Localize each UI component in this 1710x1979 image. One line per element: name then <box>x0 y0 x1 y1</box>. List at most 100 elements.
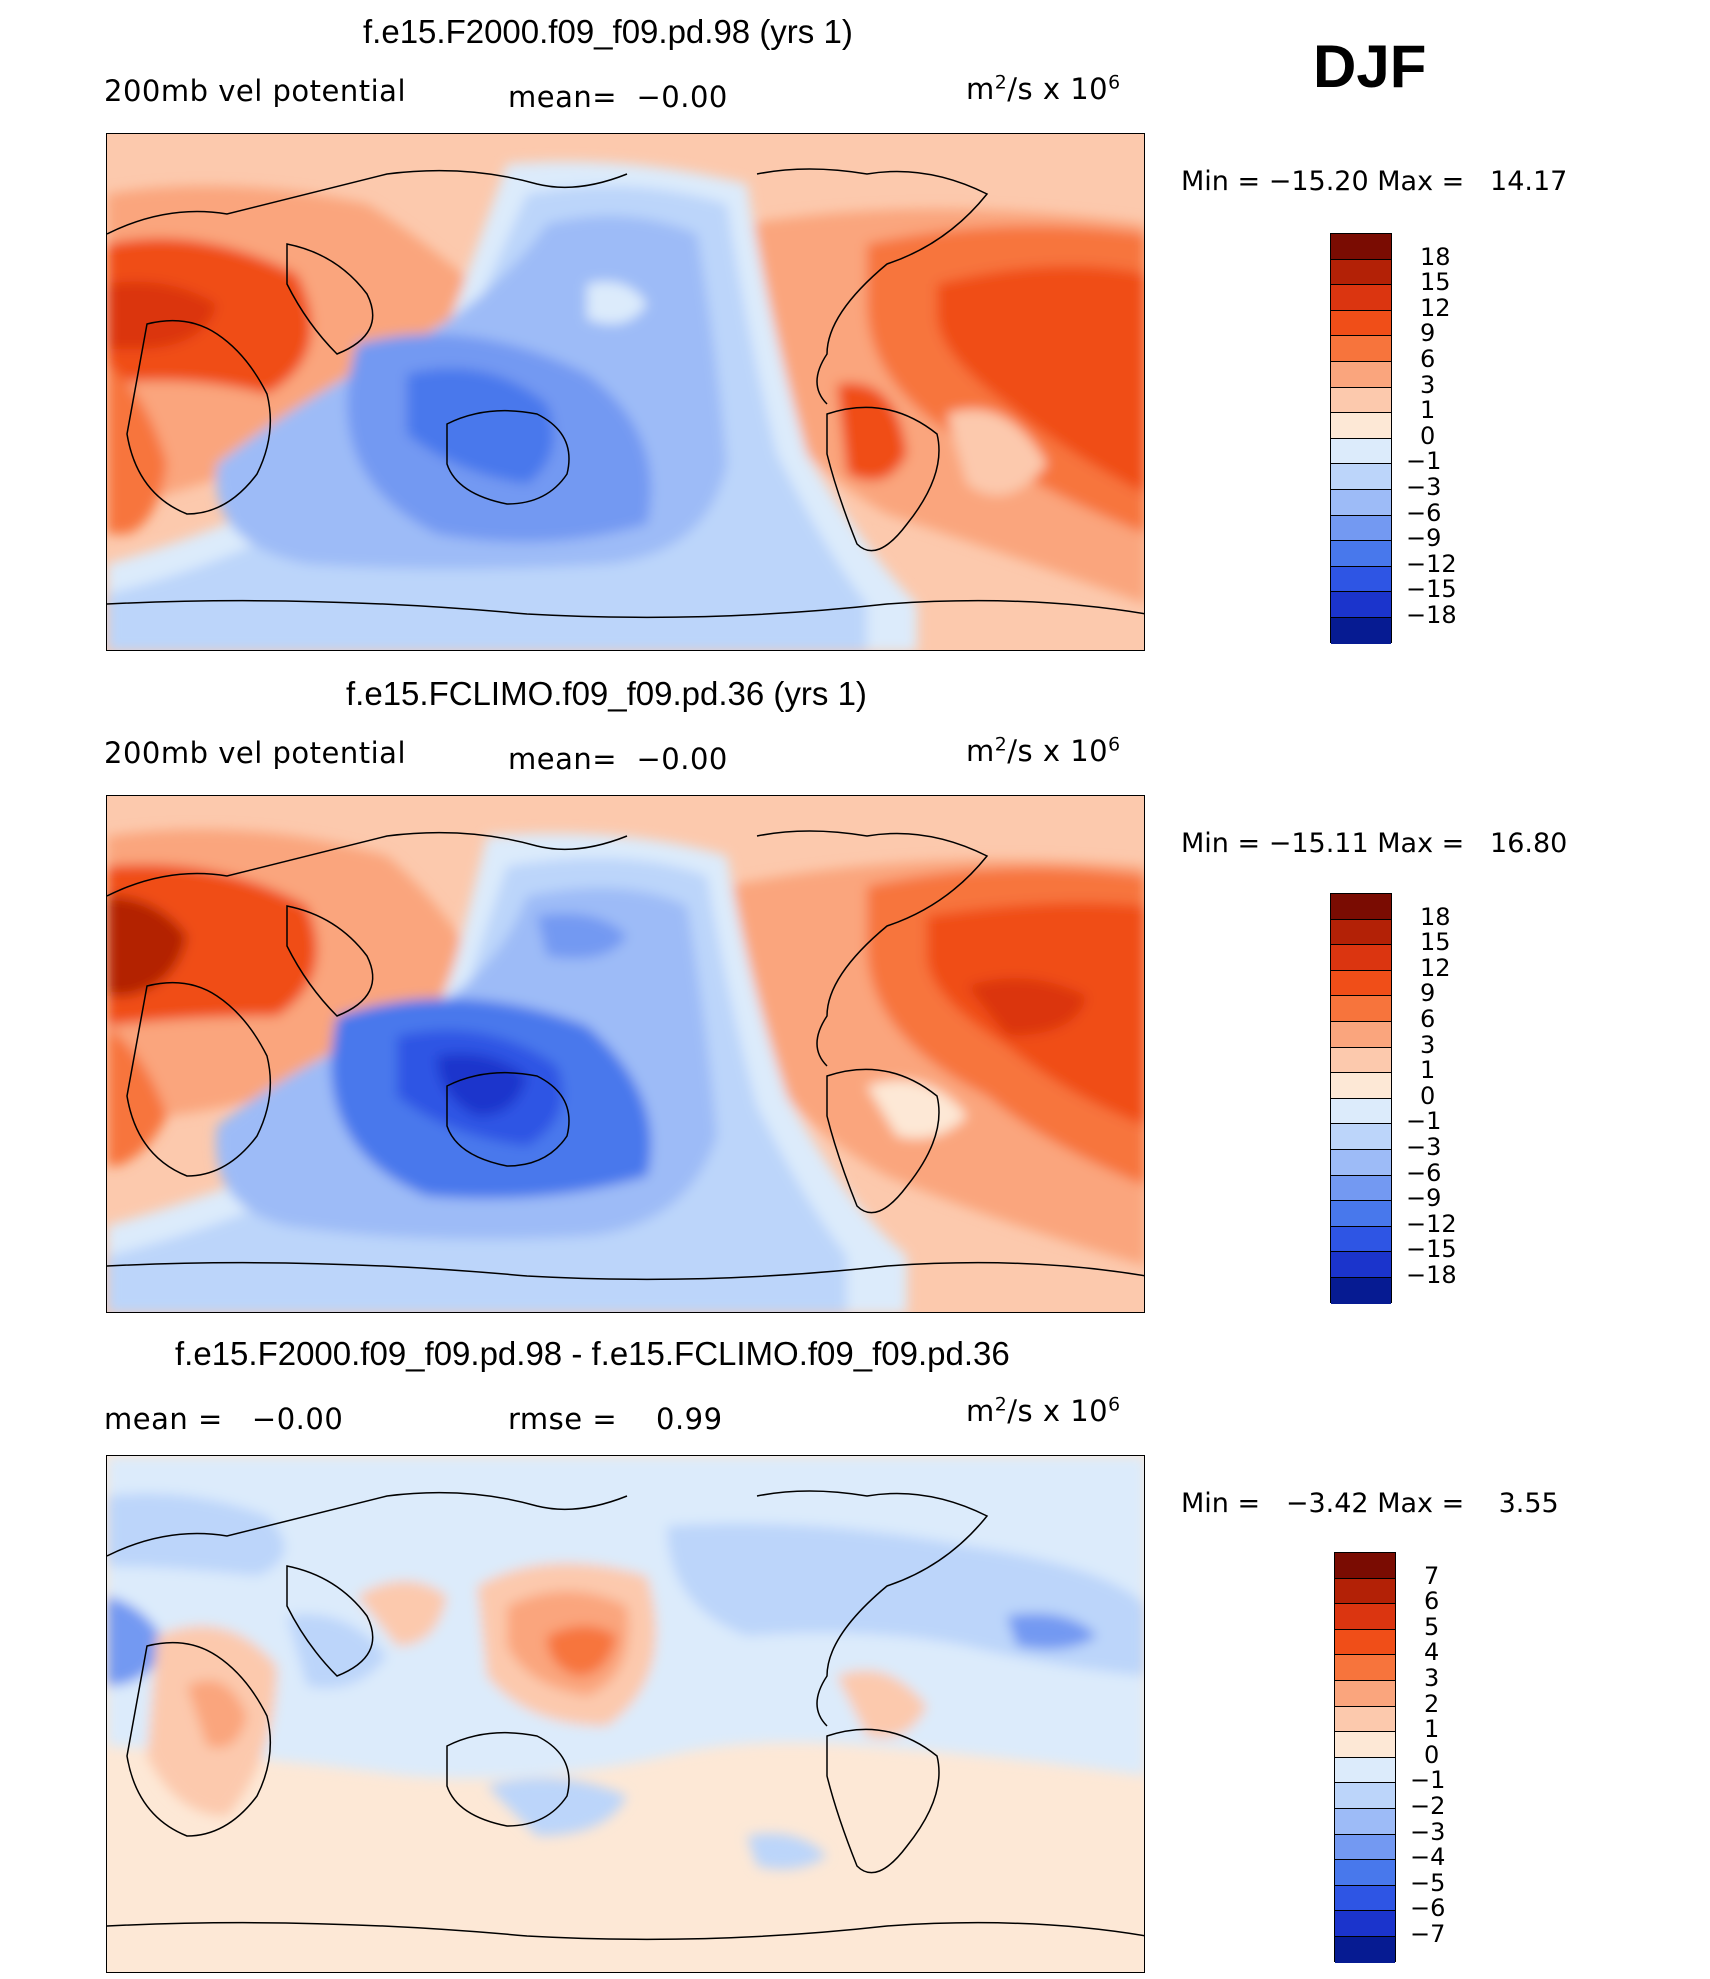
panel-2-map <box>106 795 1145 1313</box>
colorbar-tick-label: 6 <box>1420 345 1435 373</box>
colorbar-swatch <box>1331 1048 1391 1074</box>
max-label: Max = <box>1377 828 1464 859</box>
colorbar-tick-label: 2 <box>1424 1690 1439 1718</box>
colorbar-tick-label: −6 <box>1410 1894 1445 1922</box>
colorbar-tick-label: −7 <box>1410 1920 1445 1948</box>
colorbar-swatch <box>1331 1227 1391 1253</box>
units-mid: /s x 10 <box>1007 734 1108 768</box>
panel-1-mean: mean= −0.00 <box>508 80 728 114</box>
panel-3-minmax: Min = −3.42 Max = 3.55 <box>1181 1488 1559 1519</box>
min-value: −3.42 <box>1286 1488 1369 1519</box>
colorbar-tick-label: −1 <box>1406 1107 1441 1135</box>
max-value: 3.55 <box>1499 1488 1559 1519</box>
colorbar-tick-label: −12 <box>1406 550 1457 578</box>
panel-2-mean: mean= −0.00 <box>508 742 728 776</box>
panel-3-mean: mean = −0.00 <box>104 1402 343 1436</box>
colorbar-tick-label: 9 <box>1420 319 1435 347</box>
colorbar-swatch <box>1335 1758 1395 1784</box>
colorbar-swatch <box>1331 1150 1391 1176</box>
colorbar-tick-label: −2 <box>1410 1792 1445 1820</box>
colorbar-swatch <box>1331 336 1391 362</box>
panel-1-colorbar <box>1330 233 1392 643</box>
panel-2-minmax: Min = −15.11 Max = 16.80 <box>1181 828 1567 859</box>
panel-3-mean-value: −0.00 <box>252 1402 343 1436</box>
colorbar-swatch <box>1331 1252 1391 1278</box>
colorbar-tick-label: −12 <box>1406 1210 1457 1238</box>
colorbar-swatch <box>1331 1176 1391 1202</box>
panel-2-field <box>107 796 1145 1313</box>
panel-2-colorbar <box>1330 893 1392 1303</box>
min-label: Min = <box>1181 166 1260 197</box>
colorbar-tick-label: 1 <box>1420 1056 1435 1084</box>
colorbar-swatch <box>1335 1809 1395 1835</box>
colorbar-tick-label: 7 <box>1424 1562 1439 1590</box>
colorbar-tick-label: −3 <box>1406 473 1441 501</box>
colorbar-tick-label: −1 <box>1410 1766 1445 1794</box>
colorbar-tick-label: 9 <box>1420 979 1435 1007</box>
panel-1-map <box>106 133 1145 651</box>
colorbar-tick-label: −18 <box>1406 1261 1457 1289</box>
colorbar-tick-label: 4 <box>1424 1638 1439 1666</box>
units-pow: 6 <box>1108 734 1121 755</box>
panel-1-title: f.e15.F2000.f09_f09.pd.98 (yrs 1) <box>363 13 853 51</box>
colorbar-swatch <box>1335 1579 1395 1605</box>
min-label: Min = <box>1181 828 1260 859</box>
colorbar-tick-label: 15 <box>1420 928 1451 956</box>
colorbar-tick-label: 6 <box>1420 1005 1435 1033</box>
colorbar-tick-label: −4 <box>1410 1843 1445 1871</box>
colorbar-tick-label: 0 <box>1424 1741 1439 1769</box>
max-label: Max = <box>1377 166 1464 197</box>
colorbar-tick-label: −9 <box>1406 524 1441 552</box>
units-exp: 2 <box>995 734 1008 755</box>
colorbar-tick-label: −1 <box>1406 447 1441 475</box>
colorbar-tick-label: 12 <box>1420 294 1451 322</box>
colorbar-swatch <box>1331 234 1391 260</box>
panel-1-mean-label: mean= <box>508 80 617 114</box>
colorbar-swatch <box>1335 1732 1395 1758</box>
colorbar-tick-label: 18 <box>1420 243 1451 271</box>
units-base: m <box>966 72 995 106</box>
units-pow: 6 <box>1108 1394 1121 1415</box>
season-label: DJF <box>1313 32 1426 101</box>
colorbar-swatch <box>1331 388 1391 414</box>
min-value: −15.20 <box>1269 166 1369 197</box>
panel-3-rmse: rmse = 0.99 <box>508 1402 723 1436</box>
units-mid: /s x 10 <box>1007 72 1108 106</box>
colorbar-tick-label: 12 <box>1420 954 1451 982</box>
panel-3-field <box>107 1456 1145 1973</box>
colorbar-tick-label: 0 <box>1420 422 1435 450</box>
colorbar-swatch <box>1331 920 1391 946</box>
colorbar-tick-label: −3 <box>1406 1133 1441 1161</box>
panel-2-variable: 200mb vel potential <box>104 736 406 770</box>
colorbar-tick-label: 3 <box>1424 1664 1439 1692</box>
colorbar-tick-label: −6 <box>1406 499 1441 527</box>
colorbar-swatch <box>1335 1911 1395 1937</box>
units-exp: 2 <box>995 1394 1008 1415</box>
units-base: m <box>966 1394 995 1428</box>
colorbar-swatch <box>1335 1937 1395 1963</box>
panel-1-variable: 200mb vel potential <box>104 74 406 108</box>
colorbar-swatch <box>1335 1835 1395 1861</box>
max-value: 16.80 <box>1490 828 1567 859</box>
max-label: Max = <box>1377 1488 1464 1519</box>
colorbar-swatch <box>1335 1655 1395 1681</box>
colorbar-swatch <box>1335 1860 1395 1886</box>
panel-2-mean-label: mean= <box>508 742 617 776</box>
colorbar-swatch <box>1335 1707 1395 1733</box>
colorbar-tick-label: −6 <box>1406 1159 1441 1187</box>
panel-2-mean-value: −0.00 <box>636 742 727 776</box>
units-mid: /s x 10 <box>1007 1394 1108 1428</box>
colorbar-swatch <box>1331 541 1391 567</box>
colorbar-swatch <box>1331 464 1391 490</box>
colorbar-tick-label: 5 <box>1424 1613 1439 1641</box>
colorbar-swatch <box>1331 439 1391 465</box>
colorbar-swatch <box>1331 1099 1391 1125</box>
panel-3-rmse-value: 0.99 <box>656 1402 723 1436</box>
colorbar-tick-label: −15 <box>1406 575 1457 603</box>
colorbar-swatch <box>1331 567 1391 593</box>
min-label: Min = <box>1181 1488 1260 1519</box>
units-exp: 2 <box>995 72 1008 93</box>
panel-3-mean-label: mean = <box>104 1402 223 1436</box>
colorbar-swatch <box>1331 311 1391 337</box>
colorbar-swatch <box>1331 945 1391 971</box>
